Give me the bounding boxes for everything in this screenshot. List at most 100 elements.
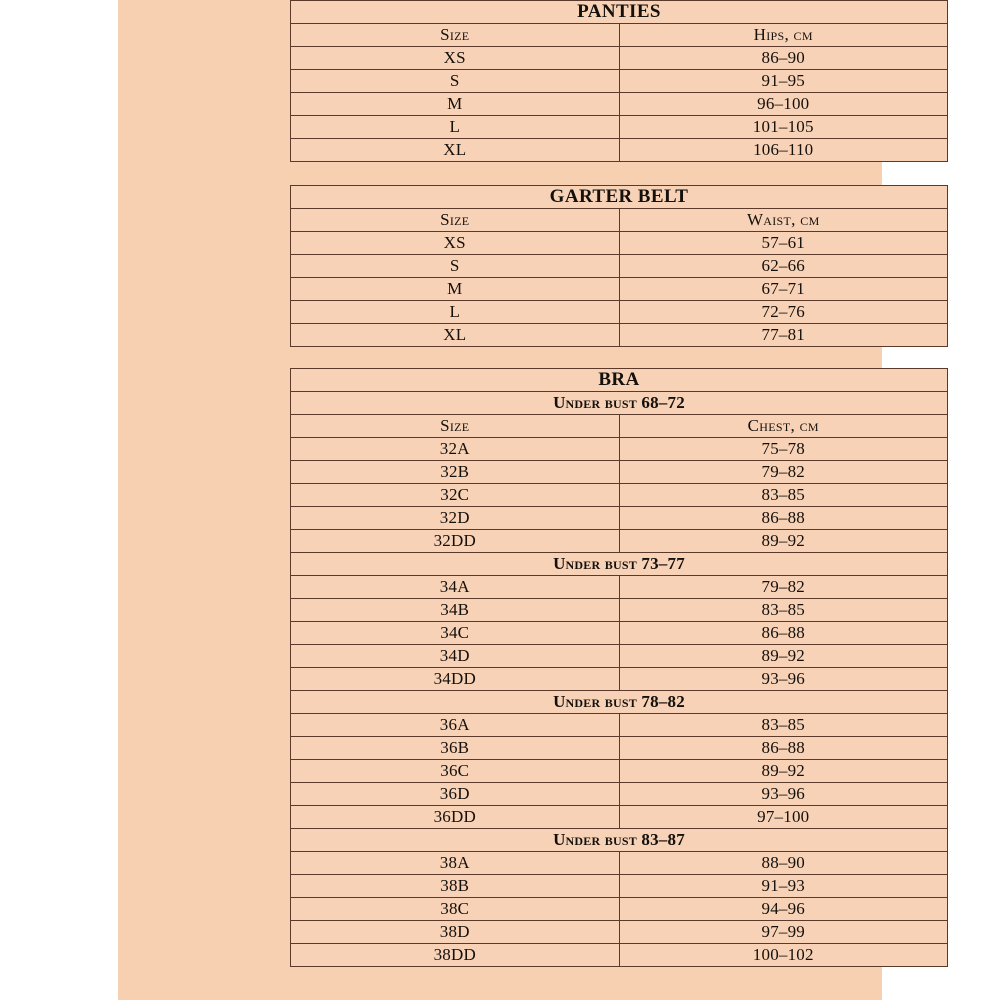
cell-measure: 83–85 bbox=[618, 598, 948, 622]
cell-size: 32C bbox=[290, 483, 620, 507]
column-header-size: Size bbox=[290, 208, 620, 232]
table-row: 36DD 97–100 bbox=[290, 805, 948, 829]
column-header-measure: Chest, cm bbox=[618, 414, 948, 438]
cell-size: 34DD bbox=[290, 667, 620, 691]
table-row: 34DD 93–96 bbox=[290, 667, 948, 691]
table-row: 38D 97–99 bbox=[290, 920, 948, 944]
table-row: XL 106–110 bbox=[290, 138, 948, 162]
cell-measure: 83–85 bbox=[618, 483, 948, 507]
table-panties: PANTIES Size Hips, cm XS 86–90 S 91–95 M… bbox=[290, 0, 948, 162]
cell-size: 34D bbox=[290, 644, 620, 668]
table-row: M 67–71 bbox=[290, 277, 948, 301]
document-page: PANTIES Size Hips, cm XS 86–90 S 91–95 M… bbox=[118, 0, 948, 1000]
cell-measure: 72–76 bbox=[618, 300, 948, 324]
table-row: S 91–95 bbox=[290, 69, 948, 93]
cell-size: 36DD bbox=[290, 805, 620, 829]
table-row: M 96–100 bbox=[290, 92, 948, 116]
cell-size: L bbox=[290, 115, 620, 139]
table-row: 34D 89–92 bbox=[290, 644, 948, 668]
cell-size: S bbox=[290, 254, 620, 278]
cell-size: 36A bbox=[290, 713, 620, 737]
table-header-row: Size Waist, cm bbox=[290, 208, 948, 232]
cell-measure: 94–96 bbox=[618, 897, 948, 921]
cell-measure: 79–82 bbox=[618, 575, 948, 599]
table-row: L 72–76 bbox=[290, 300, 948, 324]
cell-size: S bbox=[290, 69, 620, 93]
cell-size: XS bbox=[290, 46, 620, 70]
cell-size: 36C bbox=[290, 759, 620, 783]
cell-measure: 89–92 bbox=[618, 644, 948, 668]
table-gap bbox=[290, 347, 948, 368]
cell-measure: 89–92 bbox=[618, 529, 948, 553]
table-header-row: Size Chest, cm bbox=[290, 414, 948, 438]
table-row: 32B 79–82 bbox=[290, 460, 948, 484]
cell-measure: 106–110 bbox=[618, 138, 948, 162]
cell-measure: 62–66 bbox=[618, 254, 948, 278]
table-title-row: GARTER BELT bbox=[290, 185, 948, 209]
cell-measure: 88–90 bbox=[618, 851, 948, 875]
cell-size: 34C bbox=[290, 621, 620, 645]
cell-measure: 67–71 bbox=[618, 277, 948, 301]
table-title-garter-belt: GARTER BELT bbox=[290, 185, 948, 209]
cell-size: 38DD bbox=[290, 943, 620, 967]
table-row: XS 86–90 bbox=[290, 46, 948, 70]
band-row: Under bust 78–82 bbox=[290, 690, 948, 714]
table-row: 32DD 89–92 bbox=[290, 529, 948, 553]
cell-size: 32B bbox=[290, 460, 620, 484]
column-header-size: Size bbox=[290, 414, 620, 438]
cell-size: 34A bbox=[290, 575, 620, 599]
cell-measure: 97–100 bbox=[618, 805, 948, 829]
table-row: 36B 86–88 bbox=[290, 736, 948, 760]
cell-measure: 86–90 bbox=[618, 46, 948, 70]
table-row: 36D 93–96 bbox=[290, 782, 948, 806]
table-row: 38DD 100–102 bbox=[290, 943, 948, 967]
cell-measure: 93–96 bbox=[618, 782, 948, 806]
table-gap bbox=[290, 162, 948, 185]
table-row: 32A 75–78 bbox=[290, 437, 948, 461]
cell-size: M bbox=[290, 277, 620, 301]
cell-measure: 101–105 bbox=[618, 115, 948, 139]
table-row: XL 77–81 bbox=[290, 323, 948, 347]
cell-size: 32A bbox=[290, 437, 620, 461]
table-row: 36C 89–92 bbox=[290, 759, 948, 783]
cell-measure: 57–61 bbox=[618, 231, 948, 255]
cell-measure: 86–88 bbox=[618, 621, 948, 645]
cell-measure: 83–85 bbox=[618, 713, 948, 737]
cell-measure: 79–82 bbox=[618, 460, 948, 484]
cell-size: 36B bbox=[290, 736, 620, 760]
cell-size: XS bbox=[290, 231, 620, 255]
column-header-size: Size bbox=[290, 23, 620, 47]
band-under-bust: Under bust 68–72 bbox=[290, 391, 948, 415]
cell-size: 36D bbox=[290, 782, 620, 806]
table-row: 32C 83–85 bbox=[290, 483, 948, 507]
band-row: Under bust 83–87 bbox=[290, 828, 948, 852]
cell-size: 38A bbox=[290, 851, 620, 875]
cell-measure: 86–88 bbox=[618, 736, 948, 760]
cell-measure: 91–95 bbox=[618, 69, 948, 93]
band-under-bust: Under bust 83–87 bbox=[290, 828, 948, 852]
table-row: 38B 91–93 bbox=[290, 874, 948, 898]
table-header-row: Size Hips, cm bbox=[290, 23, 948, 47]
table-title-row: BRA bbox=[290, 368, 948, 392]
cell-measure: 75–78 bbox=[618, 437, 948, 461]
table-garter-belt: GARTER BELT Size Waist, cm XS 57–61 S 62… bbox=[290, 185, 948, 347]
table-bra: BRA Under bust 68–72 Size Chest, cm 32A … bbox=[290, 368, 948, 967]
table-row: 32D 86–88 bbox=[290, 506, 948, 530]
cell-measure: 77–81 bbox=[618, 323, 948, 347]
cell-size: L bbox=[290, 300, 620, 324]
cell-measure: 91–93 bbox=[618, 874, 948, 898]
cell-size: 34B bbox=[290, 598, 620, 622]
cell-size: 38D bbox=[290, 920, 620, 944]
band-under-bust: Under bust 78–82 bbox=[290, 690, 948, 714]
cell-measure: 100–102 bbox=[618, 943, 948, 967]
table-row: L 101–105 bbox=[290, 115, 948, 139]
band-under-bust: Under bust 73–77 bbox=[290, 552, 948, 576]
cell-size: 32D bbox=[290, 506, 620, 530]
cell-measure: 89–92 bbox=[618, 759, 948, 783]
table-row: 38A 88–90 bbox=[290, 851, 948, 875]
cell-size: M bbox=[290, 92, 620, 116]
cell-size: 38C bbox=[290, 897, 620, 921]
cell-measure: 86–88 bbox=[618, 506, 948, 530]
table-row: S 62–66 bbox=[290, 254, 948, 278]
column-header-measure: Waist, cm bbox=[618, 208, 948, 232]
